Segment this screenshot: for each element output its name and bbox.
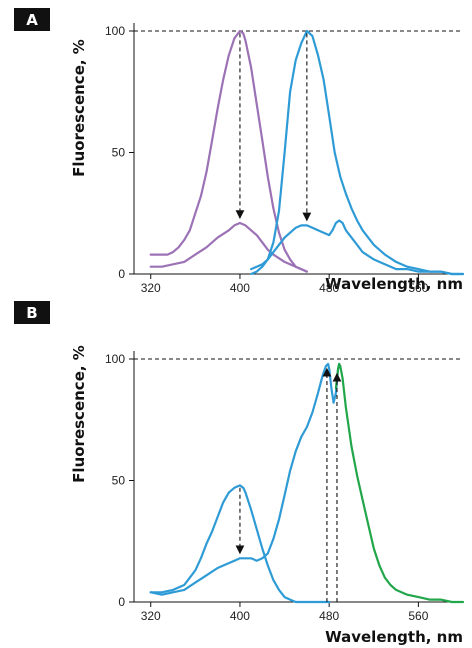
panel-b-spectrum-curve-2 bbox=[149, 362, 342, 596]
panel-b-y-tick-label: 100 bbox=[105, 352, 125, 366]
panel-b-x-tick-label: 320 bbox=[141, 609, 161, 623]
panel-b-x-tick-label: 400 bbox=[230, 609, 250, 623]
panel-b-x-tick-label: 560 bbox=[408, 609, 428, 623]
panel-b-label: B bbox=[26, 304, 37, 322]
panel-a-y-tick-label: 100 bbox=[105, 24, 125, 38]
panel-a-x-tick-label: 400 bbox=[230, 281, 250, 295]
panel-b-spectrum-curve-3 bbox=[334, 362, 465, 604]
panel-a-x-tick-label: 560 bbox=[408, 281, 428, 295]
panel-a-spectrum-curve-3 bbox=[250, 29, 465, 276]
panel-b-x-tick-label: 480 bbox=[319, 609, 339, 623]
panel-b-y-tick-label: 50 bbox=[112, 474, 126, 488]
panel-b-badge bbox=[14, 301, 50, 324]
panel-a-spectrum-curve-4 bbox=[250, 219, 465, 276]
panel-a-spectrum-curve-1 bbox=[149, 29, 308, 273]
panel-a-spectrum-curve-2 bbox=[149, 221, 308, 273]
panel-b: B Fluorescence, % Wavelength, nm 0 50 100 3… bbox=[14, 301, 465, 646]
panel-a-badge bbox=[14, 8, 50, 31]
panel-a-x-tick-label: 480 bbox=[319, 281, 339, 295]
panel-b-y-axis-title: Fluorescence, % bbox=[70, 345, 88, 483]
panel-a-label: A bbox=[26, 11, 38, 29]
panel-a-x-axis-title: Wavelength, nm bbox=[325, 275, 463, 293]
panel-a-y-axis-title: Fluorescence, % bbox=[70, 39, 88, 177]
panel-b-x-axis-title: Wavelength, nm bbox=[325, 628, 463, 646]
panel-a-y-tick-label: 0 bbox=[118, 267, 125, 281]
panel-a: A Fluorescence, % Wavelength, nm 0 50 100 3… bbox=[14, 8, 465, 295]
panel-a-y-tick-label: 50 bbox=[112, 146, 126, 160]
panel-b-spectrum-curve-1 bbox=[149, 484, 331, 604]
panel-a-x-tick-label: 320 bbox=[141, 281, 161, 295]
panel-b-y-tick-label: 0 bbox=[118, 595, 125, 609]
